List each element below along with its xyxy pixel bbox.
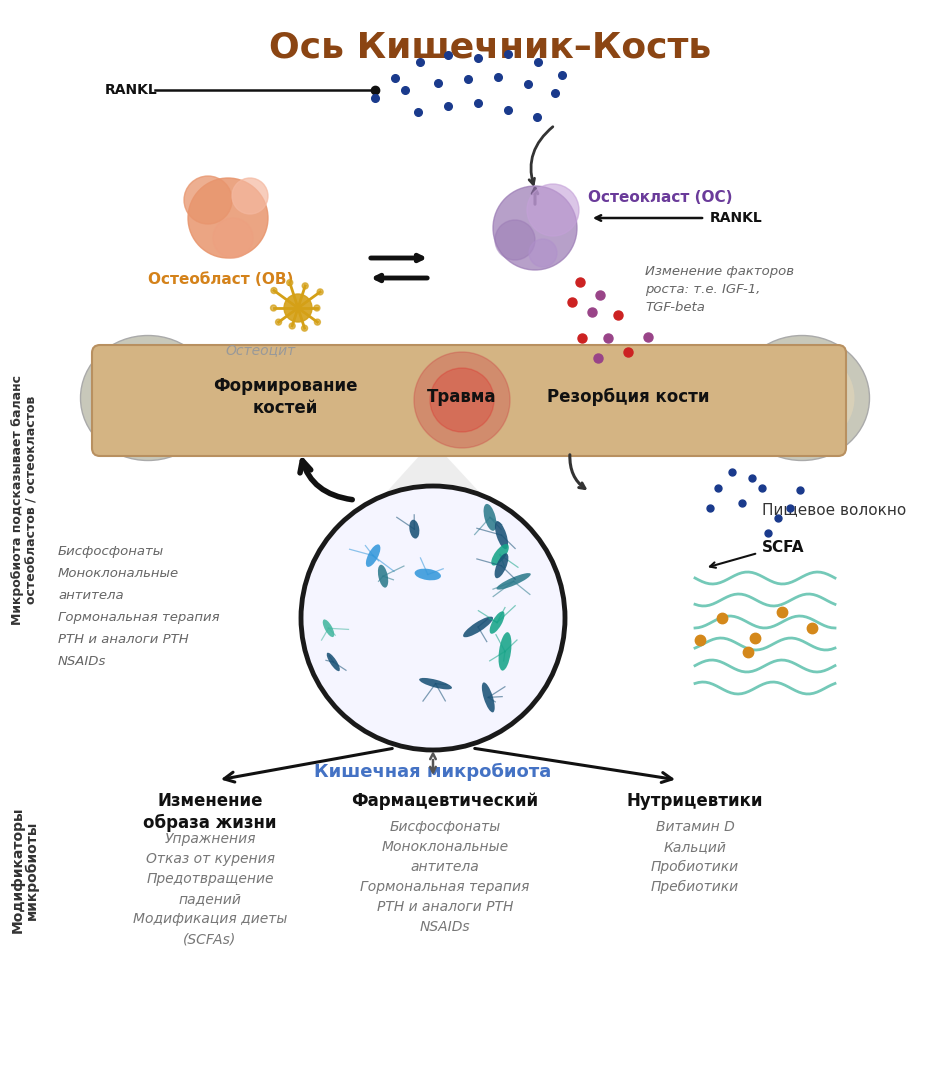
Text: РТН и аналоги РТН: РТН и аналоги РТН xyxy=(58,633,189,645)
Text: Ось Кишечник–Кость: Ось Кишечник–Кость xyxy=(269,31,712,66)
Text: Фармацевтический: Фармацевтический xyxy=(352,792,539,810)
Circle shape xyxy=(493,186,577,270)
FancyBboxPatch shape xyxy=(92,345,846,456)
Text: микробиоты: микробиоты xyxy=(25,821,39,919)
Ellipse shape xyxy=(491,545,509,566)
Circle shape xyxy=(314,305,320,311)
Text: Модификаторы: Модификаторы xyxy=(11,807,25,933)
Circle shape xyxy=(314,319,320,325)
Text: Остеоцит: Остеоцит xyxy=(225,343,295,357)
Circle shape xyxy=(271,305,276,311)
Text: NSAIDs: NSAIDs xyxy=(58,655,106,668)
Polygon shape xyxy=(383,455,483,496)
Text: Микробиота подсказывает баланс: Микробиота подсказывает баланс xyxy=(11,375,25,625)
Circle shape xyxy=(289,323,295,329)
Ellipse shape xyxy=(378,565,389,587)
Text: Травма: Травма xyxy=(428,388,497,406)
Text: Гормональная терапия: Гормональная терапия xyxy=(58,611,219,624)
Ellipse shape xyxy=(414,568,441,580)
Circle shape xyxy=(276,319,281,325)
Circle shape xyxy=(414,352,510,448)
Text: Кишечная микробиота: Кишечная микробиота xyxy=(314,763,552,781)
Ellipse shape xyxy=(499,633,511,670)
Circle shape xyxy=(188,178,268,258)
Ellipse shape xyxy=(463,616,493,637)
Ellipse shape xyxy=(489,611,504,634)
Ellipse shape xyxy=(81,335,216,461)
Circle shape xyxy=(317,289,323,295)
Ellipse shape xyxy=(495,553,508,578)
Circle shape xyxy=(284,294,312,322)
Circle shape xyxy=(287,279,293,286)
Text: Бисфосфонаты
Моноклональные
антитела
Гормональная терапия
РТН и аналоги РТН
NSAI: Бисфосфонаты Моноклональные антитела Гор… xyxy=(360,821,530,934)
Text: Пищевое волокно: Пищевое волокно xyxy=(762,503,906,518)
Text: SCFA: SCFA xyxy=(762,540,805,555)
Text: Упражнения
Отказ от курения
Предотвращение
падений
Модификация диеты
(SCFAs): Упражнения Отказ от курения Предотвращен… xyxy=(133,832,287,946)
Text: Нутрицевтики: Нутрицевтики xyxy=(627,792,763,810)
Ellipse shape xyxy=(482,682,495,712)
Ellipse shape xyxy=(484,504,497,531)
Circle shape xyxy=(302,282,308,289)
Ellipse shape xyxy=(734,335,869,461)
Circle shape xyxy=(527,184,579,236)
Circle shape xyxy=(301,487,565,750)
Text: Изменение факторов
роста: т.е. IGF-1,
TGF-beta: Изменение факторов роста: т.е. IGF-1, TG… xyxy=(645,265,794,314)
Ellipse shape xyxy=(750,349,854,447)
Ellipse shape xyxy=(96,349,200,447)
Text: антитела: антитела xyxy=(58,589,124,603)
Ellipse shape xyxy=(327,653,340,671)
Circle shape xyxy=(495,220,535,260)
Ellipse shape xyxy=(366,545,380,567)
Text: Изменение
образа жизни: Изменение образа жизни xyxy=(143,792,276,832)
Ellipse shape xyxy=(323,620,334,637)
Text: Формирование
костей: Формирование костей xyxy=(213,377,357,417)
Circle shape xyxy=(529,240,557,267)
Ellipse shape xyxy=(419,678,452,690)
Text: RANKL: RANKL xyxy=(105,83,158,97)
Ellipse shape xyxy=(497,574,531,590)
Circle shape xyxy=(271,288,277,293)
Ellipse shape xyxy=(495,521,508,549)
Text: Резорбция кости: Резорбция кости xyxy=(547,388,710,406)
Ellipse shape xyxy=(409,520,419,538)
Text: остеобластов / остеокластов: остеобластов / остеокластов xyxy=(26,396,39,604)
Circle shape xyxy=(430,368,494,432)
Circle shape xyxy=(301,325,308,331)
Text: RANKL: RANKL xyxy=(710,211,763,224)
Text: Моноклональные: Моноклональные xyxy=(58,567,180,580)
Text: Бисфосфонаты: Бисфосфонаты xyxy=(58,545,164,558)
Circle shape xyxy=(232,178,268,214)
Circle shape xyxy=(213,218,253,258)
Circle shape xyxy=(184,176,232,224)
Text: Витамин D
Кальций
Пробиотики
Пребиотики: Витамин D Кальций Пробиотики Пребиотики xyxy=(651,821,739,895)
Text: Остеокласт (ОС): Остеокласт (ОС) xyxy=(588,190,732,205)
Text: Остеобласт (ОВ): Остеобласт (ОВ) xyxy=(148,273,294,288)
